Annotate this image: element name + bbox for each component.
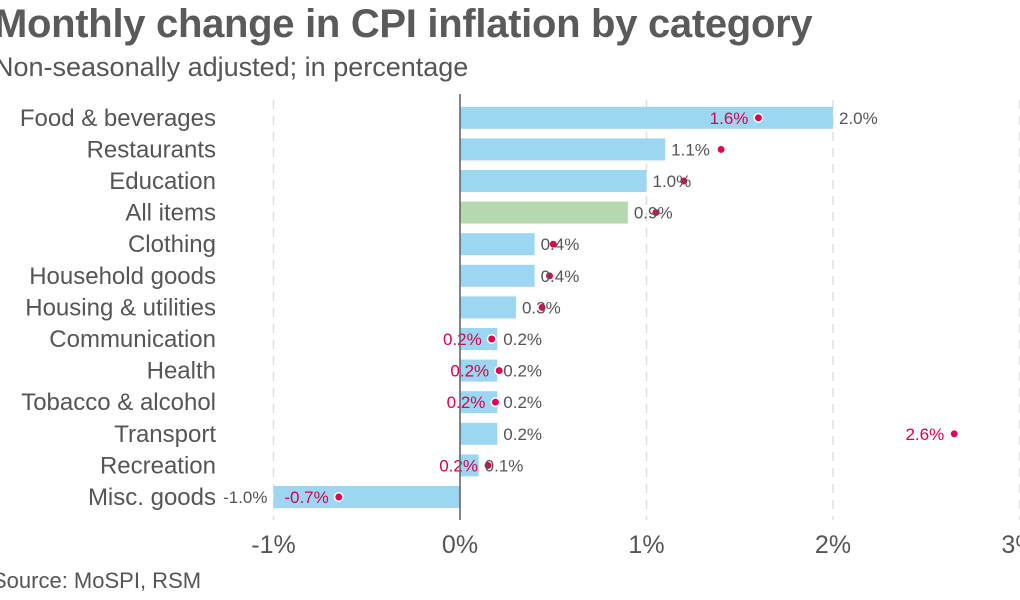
category-label: Recreation [100, 452, 216, 479]
bar-value-label: 0.2% [503, 330, 542, 349]
category-label: Food & beverages [20, 105, 216, 132]
bar [460, 296, 516, 319]
dot-marker [490, 397, 501, 408]
chart-subtitle: Non-seasonally adjusted; in percentage [0, 52, 469, 82]
category-label: All items [125, 200, 216, 227]
bar-value-label: 0.9% [634, 204, 673, 223]
x-tick-label: 0% [442, 531, 478, 559]
bar [460, 359, 498, 382]
dot-marker [486, 334, 497, 344]
bar-value-label: 0.2% [503, 393, 542, 412]
dot-value-label: 1.6% [710, 109, 749, 128]
category-label: Health [147, 358, 216, 385]
category-label: Transport [114, 421, 216, 448]
bar [460, 391, 498, 414]
bar-value-label: 0.4% [541, 235, 580, 254]
bar-value-label: 1.1% [671, 140, 710, 159]
category-label: Tobacco & alcohol [21, 389, 216, 416]
dot-value-label: -0.7% [284, 488, 328, 507]
category-label: Communication [49, 326, 216, 353]
bar-value-label: 0.2% [503, 425, 542, 444]
dot-marker [494, 365, 505, 376]
dot-layer [333, 112, 960, 502]
grid-layer [272, 100, 1020, 520]
dot-value-label: 0.2% [443, 330, 482, 349]
category-label: Education [109, 168, 216, 195]
axis-layer: -1% 0% 1% 2% 3% [251, 94, 1020, 559]
bar [460, 264, 535, 287]
source-note: Source: MoSPI, RSM [0, 568, 202, 593]
bar [460, 422, 498, 445]
bar [460, 106, 833, 129]
bar-value-label: 1.0% [653, 172, 692, 191]
dot-value-label: 2.6% [905, 425, 944, 444]
dot-marker [678, 176, 689, 186]
dot-marker [544, 270, 555, 281]
bar [460, 201, 628, 224]
bar [460, 233, 535, 256]
chart-title: Monthly change in CPI inflation by categ… [0, 2, 813, 46]
dot-value-label: 0.2% [450, 362, 489, 381]
dot-marker [548, 239, 559, 250]
dot-marker [483, 460, 493, 471]
category-label: Housing & utilities [25, 294, 216, 321]
dot-value-label: 0.2% [439, 456, 478, 475]
bar [460, 328, 498, 350]
bar-layer [273, 106, 833, 508]
dot-value-label: 0.2% [447, 393, 486, 412]
dot-marker [537, 302, 548, 313]
bar-value-label: 0.3% [522, 298, 561, 317]
dot-marker [333, 492, 344, 502]
bar-value-label: -1.0% [223, 488, 267, 507]
bar [460, 138, 666, 161]
bar [273, 486, 460, 508]
category-label: Clothing [128, 231, 216, 258]
bar-value-label: 0.1% [485, 456, 524, 475]
x-tick-label: -1% [251, 531, 295, 559]
dot-marker [650, 207, 661, 218]
bar-value-label: 0.4% [541, 267, 580, 286]
category-label: Misc. goods [88, 484, 216, 511]
bar-value-label: 0.2% [503, 362, 542, 381]
dot-marker [753, 112, 764, 123]
dot-marker [949, 428, 960, 439]
bar [460, 170, 647, 192]
bar [460, 454, 479, 477]
category-label: Household goods [29, 263, 216, 290]
x-tick-label: 3% [1001, 531, 1020, 559]
label-layer: Food & beverages 2.0% 1.6% Restaurants 1.1% E… [20, 105, 944, 511]
x-tick-label: 2% [815, 531, 851, 559]
bar-value-label: 2.0% [839, 109, 878, 128]
dot-marker [716, 144, 727, 155]
category-label: Restaurants [87, 136, 216, 163]
x-tick-label: 1% [628, 531, 664, 559]
